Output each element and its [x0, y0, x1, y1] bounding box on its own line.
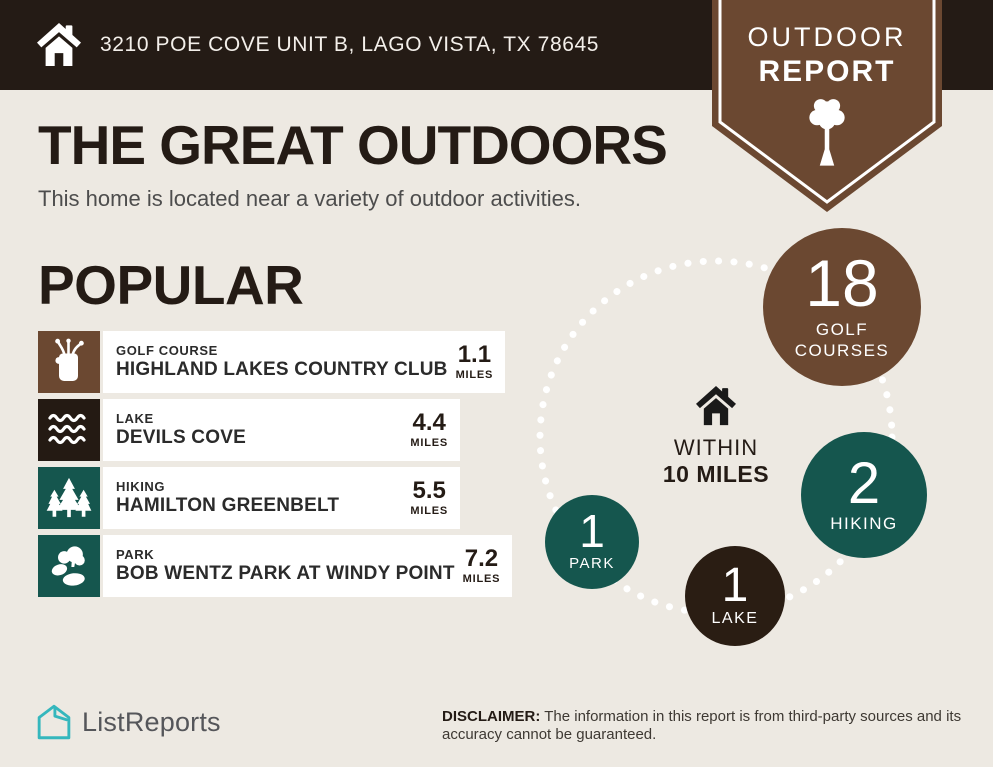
- bubble-hiking: 2 HIKING: [801, 432, 927, 558]
- bubble-lake: 1 LAKE: [685, 546, 785, 646]
- page-title: THE GREAT OUTDOORS: [38, 114, 668, 176]
- intro-section: THE GREAT OUTDOORS This home is located …: [38, 118, 678, 212]
- listreports-logo-icon: [37, 704, 71, 740]
- item-distance: 1.1 MILES: [455, 341, 494, 382]
- item-category: PARK: [116, 547, 155, 562]
- badge-title-line1: OUTDOOR: [747, 22, 907, 52]
- bubble-golf-courses: 18 GOLF COURSES: [763, 228, 921, 386]
- item-name: DEVILS COVE: [116, 427, 246, 448]
- item-name: HAMILTON GREENBELT: [116, 495, 340, 516]
- item-distance: 5.5 MILES: [410, 477, 448, 518]
- disclaimer-label: DISCLAIMER:: [442, 708, 541, 725]
- item-category: LAKE: [116, 411, 154, 426]
- item-name: BOB WENTZ PARK AT WINDY POINT: [116, 563, 455, 584]
- list-item-lake: LAKE DEVILS COVE 4.4 MILES: [38, 399, 460, 461]
- item-category: GOLF COURSE: [116, 343, 218, 358]
- popular-section: POPULAR: [38, 254, 513, 597]
- page-subtitle: This home is located near a variety of o…: [38, 186, 581, 211]
- home-icon: [696, 386, 736, 426]
- disclaimer-text: DISCLAIMER: The information in this repo…: [442, 708, 962, 744]
- home-icon: [37, 23, 81, 67]
- listreports-logo: ListReports: [36, 702, 221, 742]
- item-name: HIGHLAND LAKES COUNTRY CLUB: [116, 359, 448, 380]
- property-address: 3210 POE COVE UNIT B, LAGO VISTA, TX 786…: [100, 33, 600, 56]
- outdoor-report-badge: OUTDOOR REPORT: [712, 0, 942, 213]
- item-distance: 7.2 MILES: [462, 545, 501, 586]
- list-card: HIKING HAMILTON GREENBELT 5.5 MILES: [103, 467, 460, 529]
- park-path-icon: [38, 535, 100, 597]
- radius-center-label: WITHIN 10 MILES: [636, 386, 796, 488]
- bubble-park: 1 PARK: [545, 495, 639, 589]
- list-item-golf-course: GOLF COURSE HIGHLAND LAKES COUNTRY CLUB …: [38, 331, 506, 393]
- tree-icon: [809, 99, 845, 166]
- list-item-hiking: HIKING HAMILTON GREENBELT 5.5 MILES: [38, 467, 460, 529]
- golf-bag-icon: [38, 331, 100, 393]
- list-card: PARK BOB WENTZ PARK AT WINDY POINT 7.2 M…: [103, 535, 513, 597]
- pine-trees-icon: [38, 467, 100, 529]
- list-item-park: PARK BOB WENTZ PARK AT WINDY POINT 7.2 M…: [38, 535, 513, 597]
- item-distance: 4.4 MILES: [410, 409, 448, 450]
- popular-heading: POPULAR: [38, 254, 304, 316]
- popular-list: GOLF COURSE HIGHLAND LAKES COUNTRY CLUB …: [38, 331, 513, 597]
- list-card: LAKE DEVILS COVE 4.4 MILES: [103, 399, 460, 461]
- badge-title-line2: REPORT: [758, 55, 896, 88]
- item-category: HIKING: [116, 479, 166, 494]
- lake-waves-icon: [38, 399, 100, 461]
- brand-name: ListReports: [82, 706, 221, 737]
- list-card: GOLF COURSE HIGHLAND LAKES COUNTRY CLUB …: [103, 331, 506, 393]
